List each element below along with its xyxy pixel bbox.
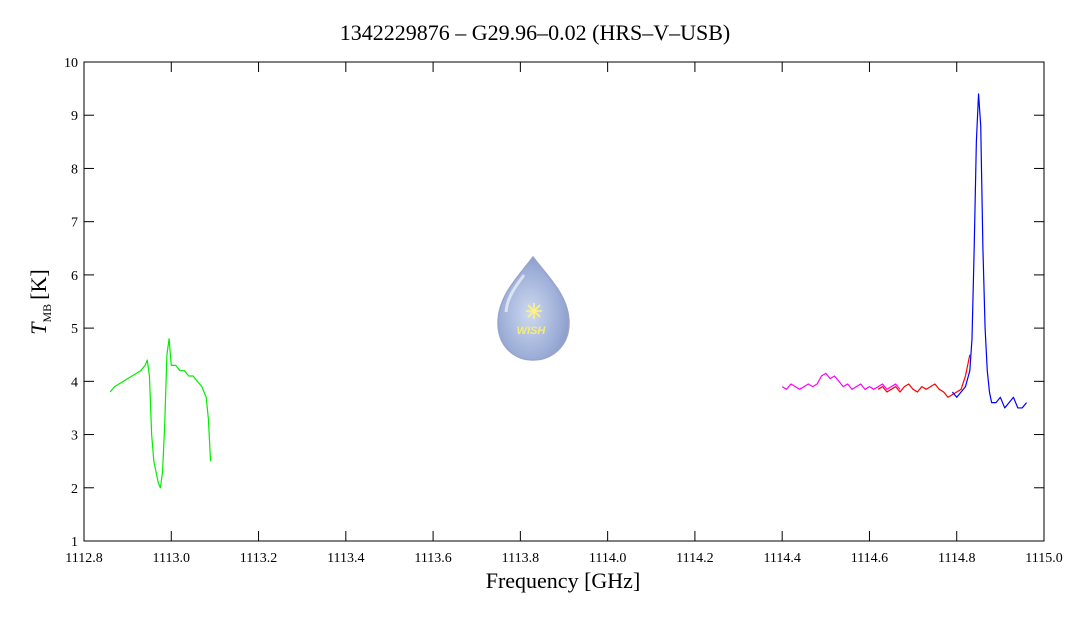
- y-tick-label: 4: [71, 375, 78, 390]
- y-axis-label: TMB [K]: [26, 269, 54, 334]
- y-tick-label: 9: [71, 109, 78, 124]
- spectrum-line: [109, 338, 212, 489]
- y-label-symbol: T: [26, 321, 51, 335]
- x-tick-label: 1113.6: [414, 551, 451, 566]
- logo-star: [526, 303, 542, 319]
- spectrum-line: [877, 354, 971, 398]
- x-tick-label: 1113.4: [327, 551, 364, 566]
- x-tick-label: 1113.8: [502, 551, 539, 566]
- y-tick-label: 10: [64, 56, 78, 71]
- x-tick-label: 1113.2: [240, 551, 277, 566]
- plot-frame: [83, 61, 1045, 542]
- y-tick-label: 1: [71, 535, 78, 550]
- y-label-subscript: MB: [40, 304, 54, 323]
- x-tick-label: 1112.8: [65, 551, 102, 566]
- chart-title: 1342229876 – G29.96–0.02 (HRS–V–USB): [340, 20, 731, 45]
- x-tick-label: 1115.0: [1025, 551, 1062, 566]
- spectrum-line: [951, 93, 1028, 409]
- logo-highlight: [504, 274, 526, 313]
- x-tick-label: 1114.4: [763, 551, 800, 566]
- y-tick-label: 2: [71, 482, 78, 497]
- x-tick-label: 1114.2: [676, 551, 713, 566]
- x-tick-label: 1114.8: [938, 551, 975, 566]
- x-tick-label: 1113.0: [153, 551, 190, 566]
- y-tick-label: 3: [71, 429, 78, 444]
- x-tick-label: 1114.6: [851, 551, 888, 566]
- logo-text: WISH: [517, 325, 547, 337]
- y-tick-label: 8: [71, 162, 78, 177]
- y-tick-label: 6: [71, 269, 78, 284]
- y-tick-label: 5: [71, 322, 78, 337]
- spectrum-line: [781, 372, 901, 390]
- x-axis-label: Frequency [GHz]: [486, 568, 641, 593]
- wish-logo: WISH: [497, 255, 570, 361]
- y-label-unit: [K]: [26, 269, 51, 300]
- y-tick-label: 7: [71, 216, 78, 231]
- x-tick-label: 1114.0: [589, 551, 626, 566]
